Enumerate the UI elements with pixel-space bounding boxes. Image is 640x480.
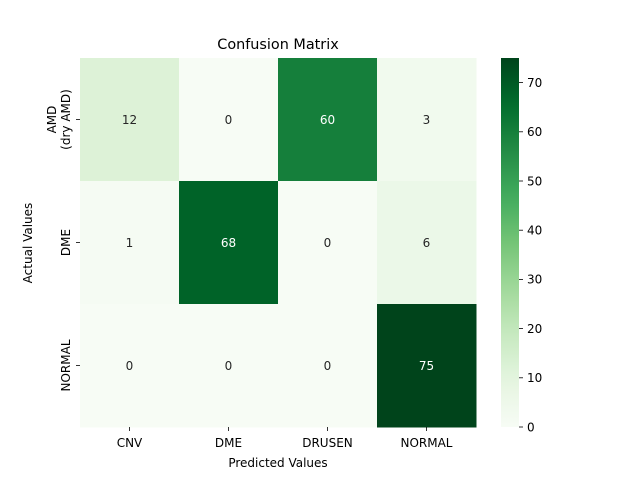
x-tick-label: DME [215,436,242,450]
colorbar-tick-label: 30 [527,273,542,287]
colorbar-tick-label: 40 [527,224,542,238]
y-tick-label: (dry AMD) [59,89,73,150]
cell-value-label: 60 [320,113,335,127]
x-tick-label: DRUSEN [302,436,353,450]
heatmap-cell [80,181,180,305]
cell-value-label: 0 [225,113,233,127]
heatmap-cell [80,58,180,182]
heatmap-cells [80,58,477,428]
colorbar-tick-label: 0 [527,420,535,434]
x-tick-label: CNV [117,436,143,450]
cell-value-label: 0 [225,359,233,373]
y-tick-label: DME [59,229,73,256]
cell-value-label: 0 [126,359,134,373]
colorbar-tick-label: 20 [527,322,542,336]
colorbar-gradient [501,58,519,427]
cell-value-label: 75 [419,359,434,373]
heatmap-cell-labels: 12 0 60 31 68 0 60 0 0 75 [122,113,434,373]
heatmap-cell [377,304,477,428]
y-tick-label: AMD [45,106,59,134]
heatmap-cell [80,304,180,428]
heatmap-cell [179,304,279,428]
cell-value-label: 0 [324,236,332,250]
x-axis-label: Predicted Values [228,456,327,470]
heatmap-cell [179,181,279,305]
cell-value-label: 1 [126,236,134,250]
cell-value-label: 12 [122,113,137,127]
colorbar-tick-label: 70 [527,76,542,90]
colorbar: 0 10 20 30 40 50 60 70 [501,58,542,434]
y-axis-ticks: AMD (dry AMD) DME NORMAL [45,89,80,392]
x-tick-label: NORMAL [400,436,452,450]
cell-value-label: 6 [423,236,431,250]
heatmap-cell [179,58,279,182]
heatmap-cell [278,181,378,305]
colorbar-tick-label: 50 [527,174,542,188]
heatmap-cell [377,181,477,305]
y-axis-label: Actual Values [21,203,35,284]
cell-value-label: 68 [221,236,236,250]
heatmap-cell [278,304,378,428]
heatmap-cell [278,58,378,182]
colorbar-tick-label: 60 [527,125,542,139]
x-axis-ticks: CNV DME DRUSEN NORMAL [117,427,453,450]
y-tick-label: NORMAL [59,339,73,391]
cell-value-label: 3 [423,113,431,127]
colorbar-tick-label: 10 [527,371,542,385]
cell-value-label: 0 [324,359,332,373]
chart-title: Confusion Matrix [217,37,339,53]
heatmap-cell [377,58,477,182]
